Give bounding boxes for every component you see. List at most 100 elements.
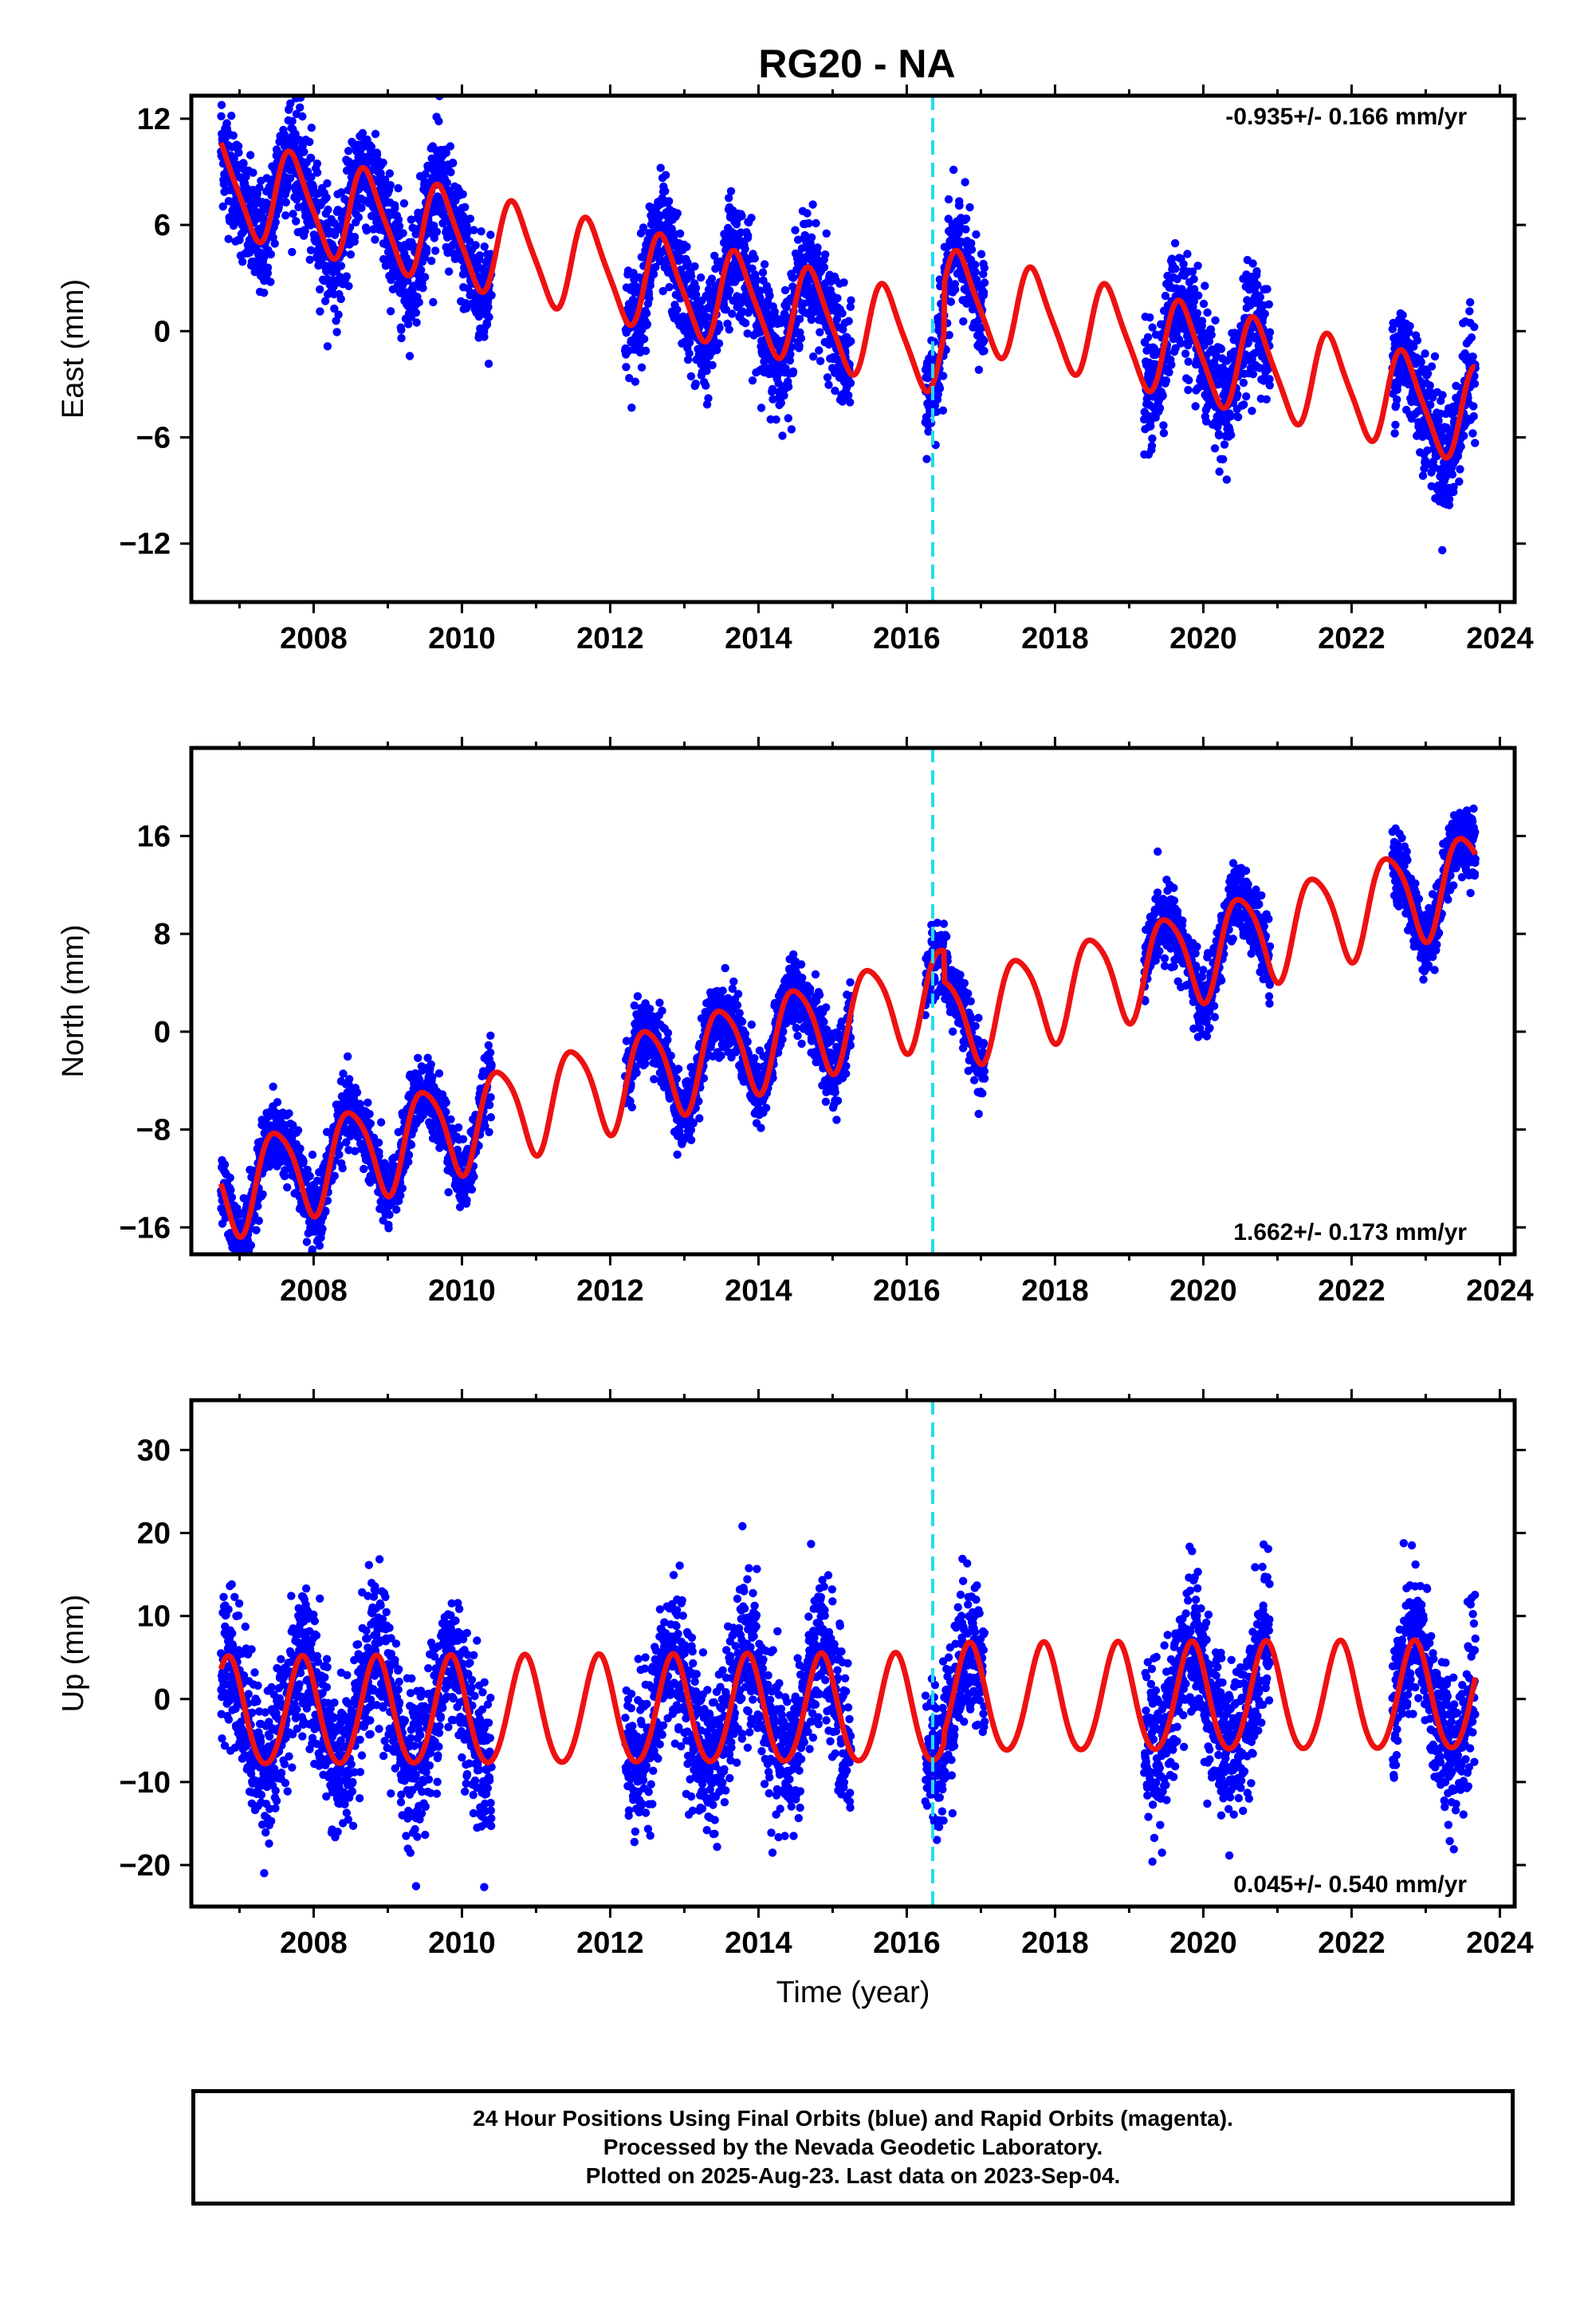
east-data-point [661,171,670,179]
east-data-point [768,384,777,394]
east-data-point [1467,333,1476,342]
panel-north: 2008 2010 2012 2014 2016 2018 2020 2022 20241680… [57,737,1534,1308]
east-data-point [1183,250,1192,258]
east-data-point [1391,420,1400,429]
panels-group: 2008 2010 2012 2014 2016 2018 2020 2022 20241260… [57,85,1534,2009]
north-data-point [296,1144,305,1153]
east-data-point [1233,412,1243,422]
east-data-point [342,272,351,281]
east-data-point [285,174,295,183]
east-data-point [770,307,779,317]
north-data-point [335,1150,344,1159]
north-data-point [254,1216,263,1226]
north-data-point [374,1138,383,1147]
east-data-point [283,183,292,192]
east-data-point [434,116,443,126]
east-data-point [357,203,366,212]
north-data-point [315,1242,324,1250]
east-data-point [823,373,832,382]
east-data-point [1193,309,1202,317]
east-data-point [289,210,297,218]
east-data-point [316,285,324,294]
east-data-point [1413,336,1422,345]
east-data-point [799,299,808,308]
east-data-point [307,172,316,182]
east-y-axis-label: East (mm) [57,279,90,419]
east-data-point [224,234,233,243]
east-data-point [263,263,273,272]
east-data-point [305,137,314,147]
east-data-point [702,400,712,409]
east-data-point [372,150,382,159]
east-data-point [386,181,395,190]
east-data-point [631,377,640,386]
east-data-point [442,178,451,187]
east-data-point [300,148,309,156]
east-data-point [234,148,243,157]
east-data-point [949,165,958,175]
east-data-point [465,237,474,246]
east-data-point [961,225,970,234]
east-data-point [1448,470,1457,479]
east-data-point [270,239,279,248]
east-data-point [286,99,295,108]
east-data-point [637,363,647,372]
east-data-point [266,277,275,286]
east-data-point [673,209,682,218]
east-data-point [381,175,390,184]
east-data-point [301,226,309,236]
north-data-point [308,1151,317,1159]
east-data-point [227,112,236,120]
east-data-point [815,346,824,355]
east-data-point [1191,402,1200,411]
north-data-point [293,1126,303,1135]
north-data-point [318,1224,327,1234]
east-data-point [1265,381,1275,390]
east-data-point [959,317,968,326]
east-data-point [471,241,480,250]
east-data-point [816,356,825,365]
north-data-point [258,1190,267,1199]
east-data-point [1211,316,1220,325]
north-data-point [241,1268,249,1276]
east-data-point [961,214,971,223]
east-data-point [1465,307,1474,316]
east-data-point [1471,439,1480,447]
east-data-point [379,158,387,167]
east-data-point [307,124,316,132]
east-data-point [639,223,648,232]
north-data-point [285,1109,293,1118]
east-data-point [972,230,981,239]
east-data-point [385,169,394,178]
east-data-point [1220,440,1229,449]
east-data-point [1222,475,1232,484]
east-data-point [974,365,984,374]
east-data-point [1427,362,1437,371]
east-data-point [485,313,493,321]
north-data-point [330,1171,339,1180]
east-data-point [1170,238,1180,248]
east-data-point [658,286,667,296]
east-data-point [337,188,346,197]
east-data-point [1147,442,1157,451]
north-data-point [398,1184,407,1193]
east-data-point [1469,402,1478,411]
east-data-point [458,190,467,199]
east-data-point [807,233,816,242]
east-data-point [639,335,649,344]
east-data-point [446,142,455,151]
east-data-point [397,325,406,334]
east-data-point [266,250,275,259]
east-data-point [641,346,651,356]
east-data-point [404,320,413,329]
north-data-point [366,1119,375,1128]
east-data-point [824,380,833,389]
east-data-point [1148,434,1157,443]
east-data-point [789,274,798,282]
east-data-point [813,243,822,252]
y-tick-label: −6 [136,422,171,455]
x-tick-label: 2020 [1169,622,1237,655]
east-data-point [797,244,807,253]
x-tick-label: 2008 [280,622,348,655]
east-data-point [821,250,830,259]
